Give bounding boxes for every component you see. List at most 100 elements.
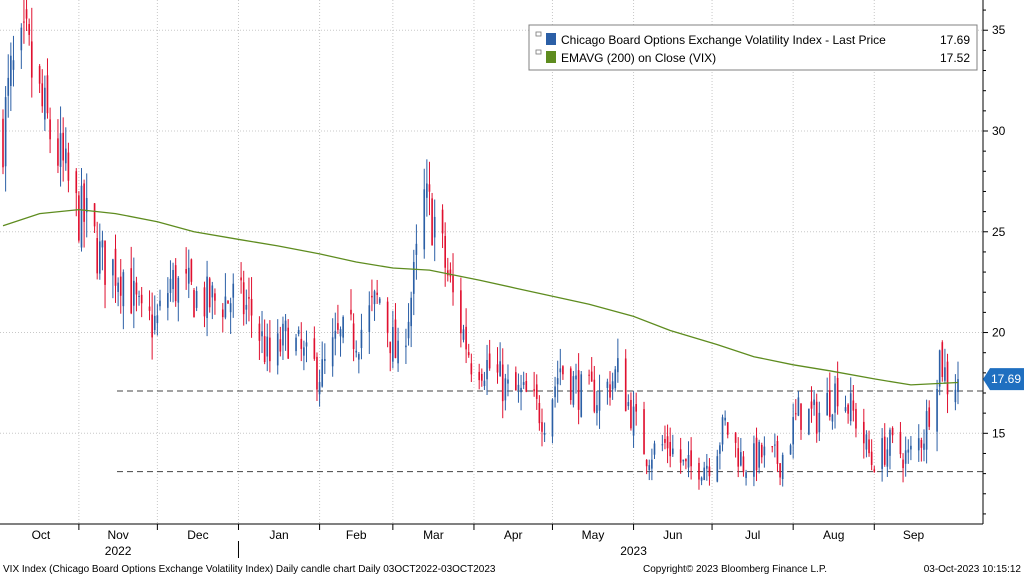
candle-body [462, 329, 465, 340]
candle-body [83, 183, 85, 222]
candle [771, 446, 774, 453]
candle [130, 246, 133, 315]
x-month-label: Nov [107, 528, 128, 542]
candle-body [57, 138, 59, 166]
candle-body [870, 451, 873, 465]
candle [114, 234, 117, 303]
candle [588, 369, 590, 385]
candle-body [501, 364, 504, 402]
candle-body [847, 404, 849, 414]
candle [690, 437, 692, 480]
candle-body [337, 323, 339, 330]
candle [938, 349, 941, 396]
candle-body [75, 171, 78, 194]
candle-body [156, 315, 159, 324]
candle [266, 323, 269, 372]
x-month-label: Jul [745, 528, 760, 542]
candle [834, 375, 836, 429]
x-year-label: 2023 [620, 544, 647, 558]
candle [460, 277, 462, 348]
candle-body [266, 336, 269, 357]
candle-body [836, 377, 839, 407]
candle-body [938, 350, 941, 387]
candle [724, 410, 726, 426]
candle [666, 424, 669, 464]
candle-body [700, 477, 703, 481]
candle [462, 324, 465, 343]
candle [726, 422, 729, 439]
candle-body [376, 292, 378, 295]
legend-swatch-vix [546, 33, 556, 45]
candle [248, 277, 250, 322]
candle-body [486, 359, 488, 380]
candle [195, 286, 198, 312]
candle [883, 423, 886, 467]
candle-body [480, 374, 483, 381]
candle-body [664, 438, 666, 443]
candle [478, 363, 481, 390]
candle-body [138, 295, 140, 297]
candle [368, 291, 371, 354]
x-month-label: Apr [504, 528, 523, 542]
y-tick-label: 20 [992, 326, 1006, 340]
candle-body [130, 268, 133, 314]
candle-body [954, 389, 957, 403]
candle-body [276, 333, 279, 366]
candle-body [38, 66, 41, 84]
candle-body [606, 381, 609, 388]
candle-body [810, 401, 813, 409]
candle-body [598, 391, 601, 411]
candle-body [716, 456, 719, 482]
candle-body [763, 446, 766, 456]
candle [936, 379, 938, 452]
candle-body [886, 449, 889, 467]
candle [394, 303, 397, 359]
legend-collapse-icon[interactable] [535, 49, 542, 55]
candle-body [643, 409, 645, 455]
candle-body [742, 456, 745, 472]
candle [808, 408, 810, 436]
candle-body [651, 459, 653, 469]
candle [263, 319, 266, 365]
candle [240, 262, 242, 294]
candle [339, 326, 342, 357]
candle-body [392, 326, 394, 362]
candle [148, 290, 151, 321]
candle-body [303, 347, 305, 356]
candle-body [533, 389, 535, 392]
candle-body [318, 382, 321, 395]
candle [643, 401, 645, 455]
candle-body [305, 342, 308, 347]
candle [826, 377, 828, 416]
candle [371, 279, 373, 312]
candle-body [355, 350, 358, 353]
candle-body [208, 278, 211, 308]
candle-body [224, 296, 227, 318]
candle-body [855, 408, 857, 429]
candle [415, 224, 418, 280]
candle-body [774, 444, 776, 446]
candle [386, 297, 389, 348]
candle-body [611, 381, 614, 390]
candle-body [944, 367, 946, 381]
candle [844, 395, 847, 413]
candle [20, 23, 23, 69]
candle [847, 403, 849, 424]
legend-collapse-icon[interactable] [535, 31, 542, 37]
candle-body [467, 352, 470, 356]
candle-body [167, 293, 169, 308]
candle [774, 433, 776, 458]
candle [917, 424, 920, 462]
candle-body [889, 429, 891, 456]
candle-body [588, 374, 590, 376]
candle [470, 353, 473, 382]
candle-body [410, 297, 412, 327]
candle-body [297, 330, 300, 334]
candle [465, 308, 467, 364]
candle-body [920, 440, 923, 448]
candle [755, 427, 758, 482]
candle-body [282, 323, 284, 346]
candle [297, 326, 300, 337]
candle-body [386, 301, 389, 334]
candle-body [324, 359, 326, 361]
